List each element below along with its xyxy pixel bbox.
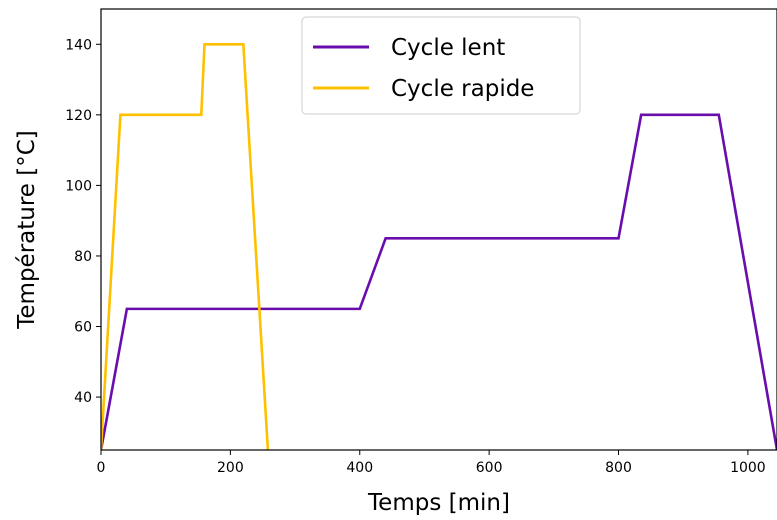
legend: Cycle lent Cycle rapide xyxy=(301,16,581,115)
axes-border xyxy=(100,8,777,451)
x-axis-ticks: 0 200 400 600 800 1000 xyxy=(97,450,766,476)
x-tick-label: 800 xyxy=(605,460,632,476)
legend-box xyxy=(301,16,581,115)
y-axis-label: Température [°C] xyxy=(14,130,40,330)
series-layer xyxy=(101,42,777,450)
y-tick-label: 40 xyxy=(74,390,92,406)
x-tick-label: 600 xyxy=(476,460,503,476)
x-tick-label: 400 xyxy=(346,460,373,476)
y-tick-label: 80 xyxy=(74,249,92,265)
axes-frame xyxy=(100,8,777,451)
x-tick-label: 200 xyxy=(217,460,244,476)
series-line-cycle-lent xyxy=(101,113,777,450)
y-tick-label: 140 xyxy=(65,37,92,53)
x-axis-label: Temps [min] xyxy=(367,490,510,516)
x-tick-label: 0 xyxy=(97,460,106,476)
y-tick-label: 100 xyxy=(65,178,92,194)
y-tick-label: 120 xyxy=(65,108,92,124)
legend-label-cycle-lent: Cycle lent xyxy=(391,35,505,61)
y-tick-label: 60 xyxy=(74,320,92,336)
y-axis-ticks: 40 60 80 100 120 140 xyxy=(65,37,101,406)
series-line-cycle-rapide xyxy=(101,42,270,450)
x-tick-label: 1000 xyxy=(730,460,766,476)
legend-label-cycle-rapide: Cycle rapide xyxy=(391,76,534,102)
